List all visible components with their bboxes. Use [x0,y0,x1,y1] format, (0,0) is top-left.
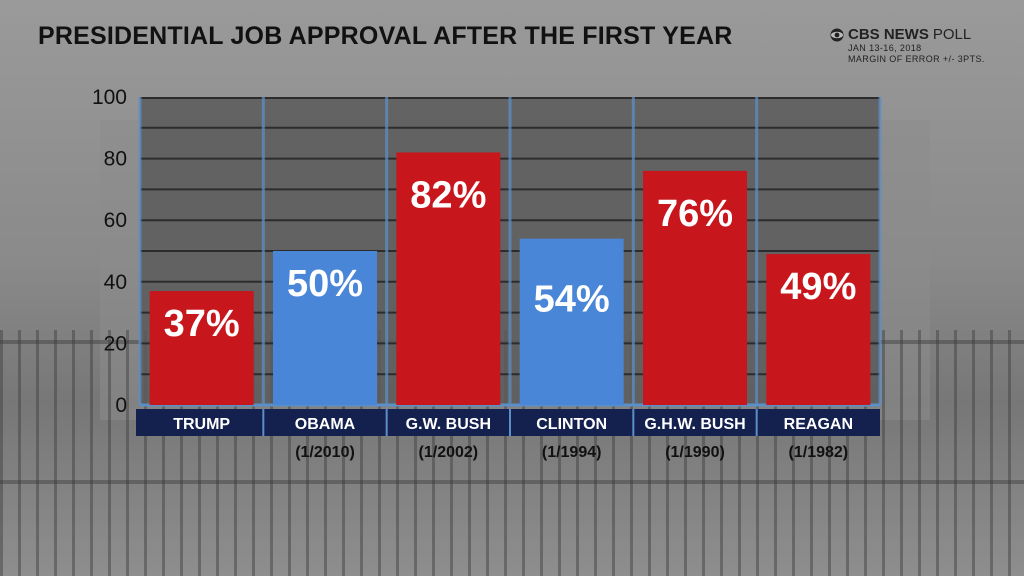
bar-value-label: 37% [164,303,240,345]
y-tick-label: 0 [115,394,127,417]
bar-value-label: 76% [657,193,733,235]
bar-reagan [766,254,871,405]
fence-rail [0,480,1024,484]
bar-trump [149,291,254,405]
bar-value-label: 54% [534,279,610,321]
category-date: (1/2010) [295,444,355,461]
category-date: (1/1982) [789,444,849,461]
y-tick-label: 20 [104,332,127,355]
category-date: (1/1990) [665,444,725,461]
category-label: G.W. BUSH [406,416,491,433]
category-band [136,409,880,436]
y-tick-label: 80 [104,148,127,171]
poll-dates: JAN 13-16, 2018 [848,43,922,53]
category-date: (1/1994) [542,444,602,461]
category-label: CLINTON [536,416,607,433]
bar-obama [273,251,377,405]
y-tick-label: 40 [104,271,127,294]
category-date: (1/2002) [419,444,479,461]
bar-value-label: 50% [287,263,363,305]
cbs-eye-icon [830,28,844,41]
bar-g-w-bush [396,152,501,405]
category-label: OBAMA [295,416,356,433]
bar-clinton [519,238,624,405]
brand-name: CBS NEWS [848,26,929,43]
y-tick-label: 100 [92,86,127,109]
bar-value-label: 49% [780,266,856,308]
category-label: G.H.W. BUSH [644,416,745,433]
chart-title: PRESIDENTIAL JOB APPROVAL AFTER THE FIRS… [38,22,733,50]
category-label: REAGAN [784,416,853,433]
y-tick-label: 60 [104,209,127,232]
brand-poll: POLL [932,26,972,43]
bar-g-h-w-bush [643,170,747,405]
cbs-news-poll-logo: CBS NEWS POLL JAN 13-16, 2018 MARGIN OF … [830,26,985,65]
bar-value-label: 82% [410,174,486,216]
margin-of-error: MARGIN OF ERROR +/- 3PTS. [848,54,985,64]
category-label: TRUMP [173,416,230,433]
